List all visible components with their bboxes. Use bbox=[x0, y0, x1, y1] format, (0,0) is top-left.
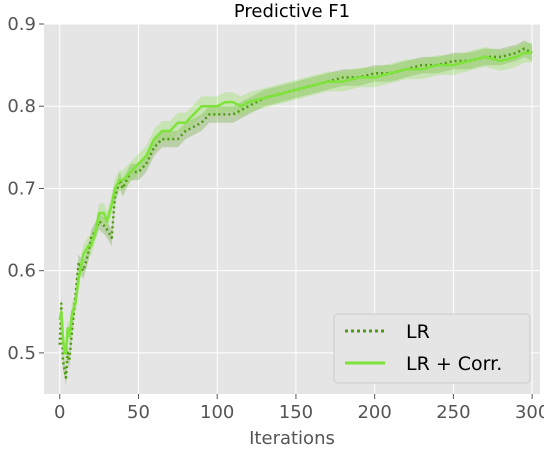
y-tick-label: 0.6 bbox=[7, 261, 36, 282]
series-line-1 bbox=[58, 51, 533, 355]
x-tick-label: 50 bbox=[127, 402, 150, 423]
y-tick-label: 0.9 bbox=[7, 14, 36, 35]
legend-label-lr: LR bbox=[406, 321, 430, 343]
x-tick-label: 100 bbox=[200, 402, 234, 423]
series-lines bbox=[58, 47, 533, 379]
gridlines bbox=[44, 23, 540, 394]
y-tick-label: 0.8 bbox=[7, 96, 36, 117]
legend-label-lr-corr: LR + Corr. bbox=[406, 353, 502, 375]
x-axis-label: Iterations bbox=[249, 428, 335, 449]
x-tick-label: 300 bbox=[515, 402, 544, 423]
chart-title: Predictive F1 bbox=[234, 1, 350, 22]
y-axis-ticks: 0.5 0.6 0.7 0.8 0.9 bbox=[7, 14, 44, 364]
legend: LR LR + Corr. bbox=[333, 313, 531, 384]
x-tick-label: 150 bbox=[279, 402, 313, 423]
x-tick-label: 0 bbox=[54, 402, 65, 423]
x-axis-ticks: 0 50 100 150 200 250 300 bbox=[54, 394, 544, 423]
series-line-0 bbox=[58, 47, 533, 379]
x-tick-label: 200 bbox=[357, 402, 391, 423]
y-tick-label: 0.7 bbox=[7, 178, 36, 199]
x-tick-label: 250 bbox=[436, 402, 470, 423]
y-tick-label: 0.5 bbox=[7, 343, 36, 364]
